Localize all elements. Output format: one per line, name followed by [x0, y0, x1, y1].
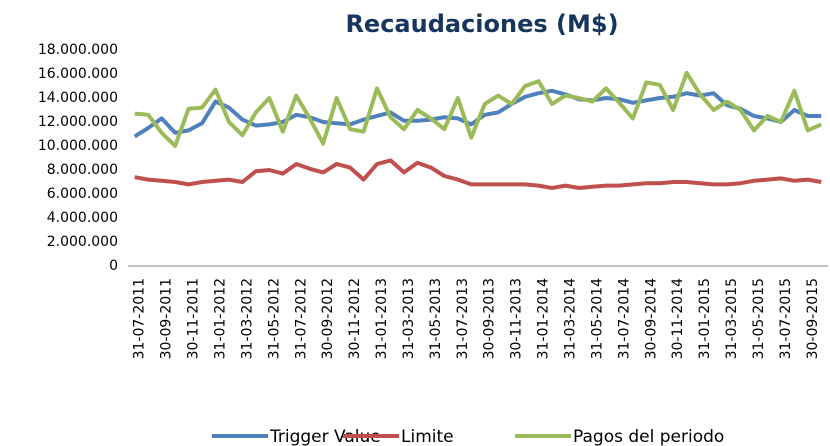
x-tick-label: 31-05-2012 — [266, 278, 282, 359]
x-tick-label: 31-01-2014 — [536, 278, 552, 359]
x-tick-label: 31-05-2013 — [428, 278, 444, 359]
chart-title: Recaudaciones (M$) — [345, 10, 618, 38]
x-tick-label: 31-03-2015 — [724, 278, 740, 359]
x-tick-label: 31-07-2011 — [132, 278, 148, 359]
x-tick-label: 30-11-2014 — [670, 278, 686, 359]
y-tick-label: 10.000.000 — [38, 138, 118, 154]
x-tick-label: 30-09-2013 — [482, 278, 498, 359]
x-tick-label: 31-01-2013 — [374, 278, 390, 359]
legend-label: Trigger Value — [269, 427, 381, 446]
y-tick-label: 12.000.000 — [38, 114, 118, 130]
x-tick-label: 30-09-2011 — [159, 278, 175, 359]
y-tick-label: 14.000.000 — [38, 90, 118, 106]
x-tick-label: 31-07-2012 — [293, 278, 309, 359]
y-tick-label: 18.000.000 — [38, 42, 118, 58]
x-tick-label: 30-11-2013 — [509, 278, 525, 359]
x-tick-label: 30-11-2012 — [347, 278, 363, 359]
line-series — [134, 70, 823, 148]
x-tick-label: 31-07-2013 — [455, 278, 471, 359]
x-tick-label: 31-07-2014 — [616, 278, 632, 359]
y-tick-label: 0 — [109, 258, 118, 274]
x-tick-label: 31-05-2014 — [589, 278, 605, 359]
x-tick-label: 31-01-2012 — [213, 278, 229, 359]
y-tick-label: 8.000.000 — [47, 162, 118, 178]
legend-label: Limite — [401, 427, 454, 446]
legend-label: Pagos del periodo — [573, 427, 724, 446]
x-tick-label: 30-09-2015 — [805, 278, 821, 359]
y-tick-label: 6.000.000 — [47, 186, 118, 202]
x-tick-label: 31-03-2012 — [239, 278, 255, 359]
x-tick-label: 31-05-2015 — [751, 278, 767, 359]
line-series — [134, 158, 822, 190]
x-tick-label: 31-07-2015 — [778, 278, 794, 359]
x-tick-label: 31-03-2014 — [563, 278, 579, 359]
x-tick-label: 30-11-2011 — [186, 278, 202, 359]
x-tick-label: 30-09-2014 — [643, 278, 659, 359]
y-tick-label: 16.000.000 — [38, 66, 118, 82]
x-tick-label: 31-01-2015 — [697, 278, 713, 359]
x-tick-label: 30-09-2012 — [320, 278, 336, 359]
y-tick-label: 2.000.000 — [47, 234, 118, 250]
x-tick-label: 31-03-2013 — [401, 278, 417, 359]
y-tick-label: 4.000.000 — [47, 210, 118, 226]
